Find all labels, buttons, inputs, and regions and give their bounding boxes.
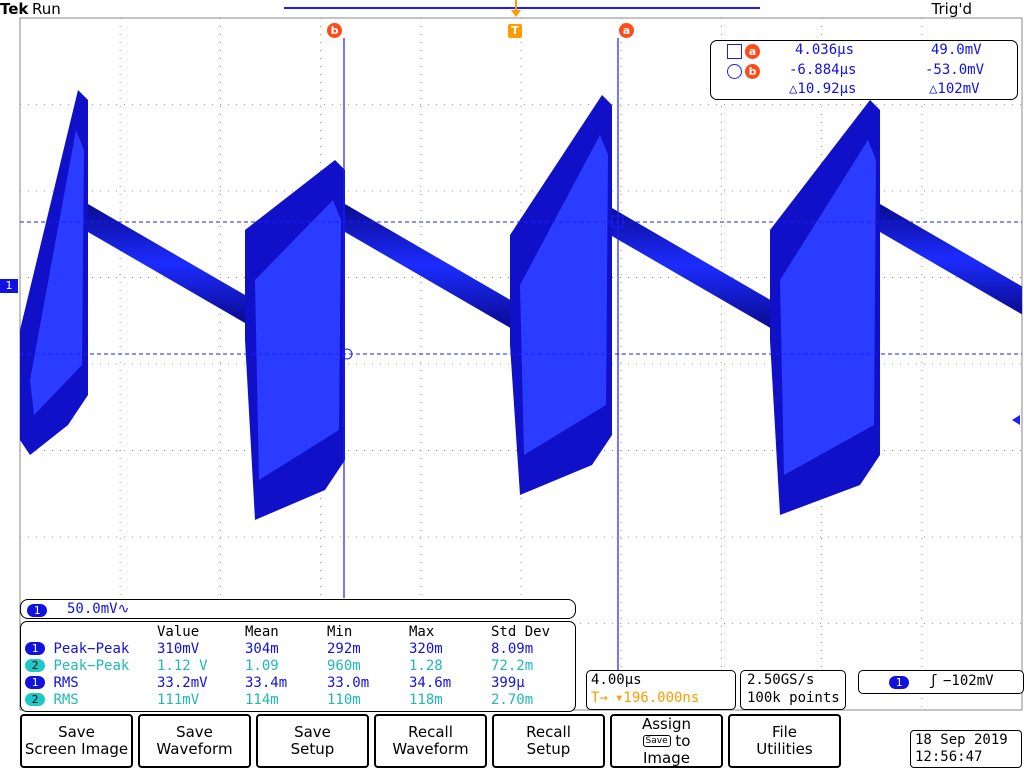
time: 12:56:47 (915, 749, 983, 765)
graticule-grid (20, 18, 1022, 710)
trigger-marker-icon: T (508, 24, 522, 38)
measurement-name: Peak−Peak (53, 640, 130, 657)
measurement-mean: 33.4m (245, 674, 288, 691)
trigger-offset-icon: T→ (591, 690, 608, 706)
cursor-readout: a 4.036µs 49.0mV b -6.884µs -53.0mV △10.… (710, 40, 1018, 100)
cursor-b-voltage: -53.0mV (925, 62, 985, 78)
horizontal-position: ▾196.000ns (615, 690, 700, 706)
decay-band (88, 204, 245, 324)
header-max: Max (409, 623, 435, 640)
decay-band (345, 204, 510, 328)
header-min: Min (327, 623, 353, 640)
table-row[interactable]: 2 RMS 111mV 114m 110m 118m 2.70m (25, 691, 571, 708)
cursor-a-square-icon (727, 44, 742, 59)
ch1-ground-marker[interactable]: 1 (0, 279, 18, 293)
ch1-badge: 1 (25, 642, 45, 655)
cursor-delta-time: △10.92µs (789, 81, 857, 97)
header-std-dev: Std Dev (491, 623, 551, 640)
header-value: Value (157, 623, 200, 640)
noise-burst-core (780, 140, 876, 475)
acquisition-status: Run (32, 0, 61, 18)
measurement-min: 33.0m (327, 674, 370, 691)
header-mean: Mean (245, 623, 279, 640)
rising-edge-icon: ʃ (929, 673, 938, 689)
trigger-level: −102mV (943, 673, 994, 689)
ch1-waveform (20, 90, 1022, 520)
measurement-max: 320m (409, 640, 443, 657)
measurement-std: 8.09m (491, 640, 534, 657)
trigger-source-badge: 1 (889, 674, 909, 690)
trigger-readout[interactable]: 1 ʃ −102mV (858, 670, 1024, 694)
ch1-scale: 50.0mV∿ (67, 601, 130, 617)
recall-setup-button[interactable]: Recall Setup (492, 714, 605, 768)
record-view-bar (284, 7, 760, 9)
cursor-a-marker[interactable]: a (619, 22, 634, 38)
measurement-max: 34.6m (409, 674, 452, 691)
table-row[interactable]: 1 Peak−Peak 310mV 304m 292m 320m 8.09m (25, 640, 571, 657)
measurement-name: RMS (53, 691, 79, 708)
trigger-status: Trig'd (931, 0, 972, 18)
measurement-std: 399µ (491, 674, 525, 691)
acquisition-readout[interactable]: 2.50GS/s 100k points (740, 670, 846, 710)
trigger-position-icon (508, 0, 524, 20)
cursor-b-circle-icon (727, 64, 742, 79)
save-waveform-button[interactable]: Save Waveform (138, 714, 251, 768)
cursor-delta-voltage: △102mV (929, 81, 980, 97)
measurement-value: 310mV (157, 640, 200, 657)
decay-band (605, 204, 770, 328)
tek-logo: Tek (0, 0, 29, 18)
measurement-mean: 1.09 (245, 657, 279, 674)
ch2-badge: 2 (25, 659, 45, 672)
ch2-badge: 2 (25, 693, 45, 706)
measurement-value: 1.12 V (157, 657, 208, 674)
measurement-mean: 114m (245, 691, 279, 708)
measurement-name: RMS (53, 674, 79, 691)
cursor-b-circle-icon (341, 348, 353, 360)
noise-burst-core (520, 135, 608, 455)
table-row[interactable]: 1 RMS 33.2mV 33.4m 33.0m 34.6m 399µ (25, 674, 571, 691)
file-utilities-button[interactable]: File Utilities (728, 714, 841, 768)
measurement-mean: 304m (245, 640, 279, 657)
ch1-badge: 1 (25, 676, 45, 689)
noise-burst-core (30, 130, 84, 415)
cursor-a-time: 4.036µs (795, 42, 855, 58)
measurement-std: 72.2m (491, 657, 534, 674)
measurement-min: 960m (327, 657, 361, 674)
measurement-std: 2.70m (491, 691, 534, 708)
measurement-header-row: Value Mean Min Max Std Dev (25, 623, 571, 640)
measurement-max: 1.28 (409, 657, 443, 674)
save-screen-image-button[interactable]: Save Screen Image (20, 714, 133, 768)
timebase-readout[interactable]: 4.00µs T→ ▾196.000ns (586, 670, 736, 710)
waveform-display[interactable] (0, 0, 1024, 712)
recall-waveform-button[interactable]: Recall Waveform (374, 714, 487, 768)
trigger-level-arrow-icon (1012, 415, 1020, 425)
date: 18 Sep 2019 (915, 732, 1008, 748)
measurement-min: 110m (327, 691, 361, 708)
sample-rate: 2.50GS/s (747, 672, 815, 688)
cursor-a-square-icon (611, 215, 624, 228)
measurement-value: 111mV (157, 691, 200, 708)
noise-burst-core (255, 200, 341, 480)
cursor-b-time: -6.884µs (789, 62, 857, 78)
cursor-a-voltage: 49.0mV (931, 42, 982, 58)
horizontal-scale: 4.00µs (591, 672, 642, 688)
date-time-display: 18 Sep 2019 12:56:47 (910, 730, 1022, 768)
save-setup-button[interactable]: Save Setup (256, 714, 369, 768)
save-key-icon: Save (642, 735, 671, 747)
ch1-badge: 1 (27, 602, 47, 618)
measurement-min: 292m (327, 640, 361, 657)
ch1-scale-bar[interactable]: 1 50.0mV∿ (20, 599, 576, 619)
measurement-name: Peak−Peak (53, 657, 130, 674)
decay-band (880, 204, 1022, 315)
record-length: 100k points (747, 690, 840, 706)
cursor-b-marker[interactable]: b (327, 22, 342, 38)
assign-save-button[interactable]: Assign Save to Image (610, 714, 723, 768)
measurement-table: Value Mean Min Max Std Dev 1 Peak−Peak 3… (20, 621, 576, 712)
cursor-b-badge: b (745, 63, 760, 79)
measurement-max: 118m (409, 691, 443, 708)
cursor-a-badge: a (745, 43, 760, 59)
table-row[interactable]: 2 Peak−Peak 1.12 V 1.09 960m 1.28 72.2m (25, 657, 571, 674)
measurement-value: 33.2mV (157, 674, 208, 691)
